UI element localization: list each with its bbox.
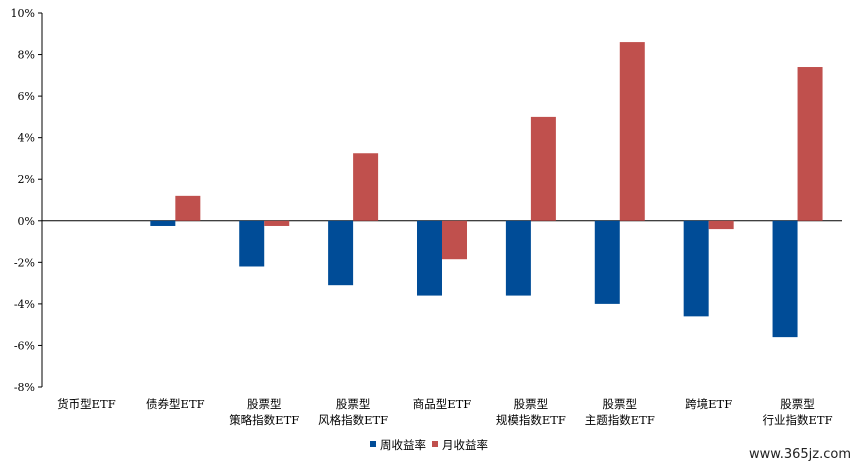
bar-monthly	[797, 67, 823, 221]
bar-monthly	[619, 42, 645, 221]
x-category-label: 风格指数ETF	[318, 413, 388, 427]
y-tick-label: 4%	[18, 132, 35, 145]
y-tick-label: -2%	[14, 256, 35, 269]
x-category-label: 跨境ETF	[685, 397, 732, 411]
x-category-label: 股票型	[780, 397, 815, 411]
bar-weekly	[683, 220, 709, 317]
watermark-text: www.365jz.com	[749, 447, 851, 462]
y-tick-label: 0%	[18, 215, 35, 228]
bar-weekly	[328, 220, 354, 286]
bar-weekly	[239, 220, 265, 267]
x-category-label: 债券型ETF	[146, 397, 205, 411]
legend-label: 周收益率	[380, 438, 426, 452]
bar-weekly	[150, 220, 176, 226]
bar-monthly	[353, 153, 379, 221]
bar-weekly	[594, 220, 620, 304]
x-category-label: 股票型	[247, 397, 282, 411]
y-tick-label: 2%	[18, 173, 35, 186]
x-category-label: 股票型	[336, 397, 371, 411]
bar-monthly	[708, 220, 734, 230]
x-category-label: 股票型	[514, 397, 549, 411]
y-tick-label: -6%	[14, 339, 35, 352]
legend-label: 月收益率	[442, 438, 488, 452]
y-tick-label: 10%	[11, 7, 35, 20]
x-category-label: 规模指数ETF	[496, 413, 566, 427]
bar-monthly	[442, 220, 467, 260]
y-tick-label: -4%	[14, 298, 35, 311]
bar-monthly	[530, 116, 556, 221]
x-category-label: 商品型ETF	[413, 397, 472, 411]
bar-monthly	[264, 220, 290, 226]
bar-weekly	[772, 220, 798, 338]
x-category-label: 货币型ETF	[57, 397, 116, 411]
x-category-label: 股票型	[603, 397, 638, 411]
bar-weekly	[417, 220, 442, 296]
x-category-label: 主题指数ETF	[585, 413, 655, 427]
bar-monthly	[175, 195, 201, 221]
chart-axes: -8% -6% -4% -2% 0% 2% 4% 6% 8% 10%	[11, 7, 842, 394]
bar-weekly	[505, 220, 531, 296]
x-category-label: 行业指数ETF	[763, 413, 833, 427]
x-category-label: 策略指数ETF	[229, 413, 299, 427]
legend-swatch	[370, 441, 376, 447]
y-tick-label: 6%	[18, 90, 35, 103]
chart-bars	[150, 42, 823, 338]
y-tick-label: -8%	[14, 381, 35, 394]
legend-swatch	[432, 441, 438, 447]
y-tick-label: 8%	[18, 49, 35, 62]
chart-legend: 周收益率 月收益率	[370, 438, 488, 452]
